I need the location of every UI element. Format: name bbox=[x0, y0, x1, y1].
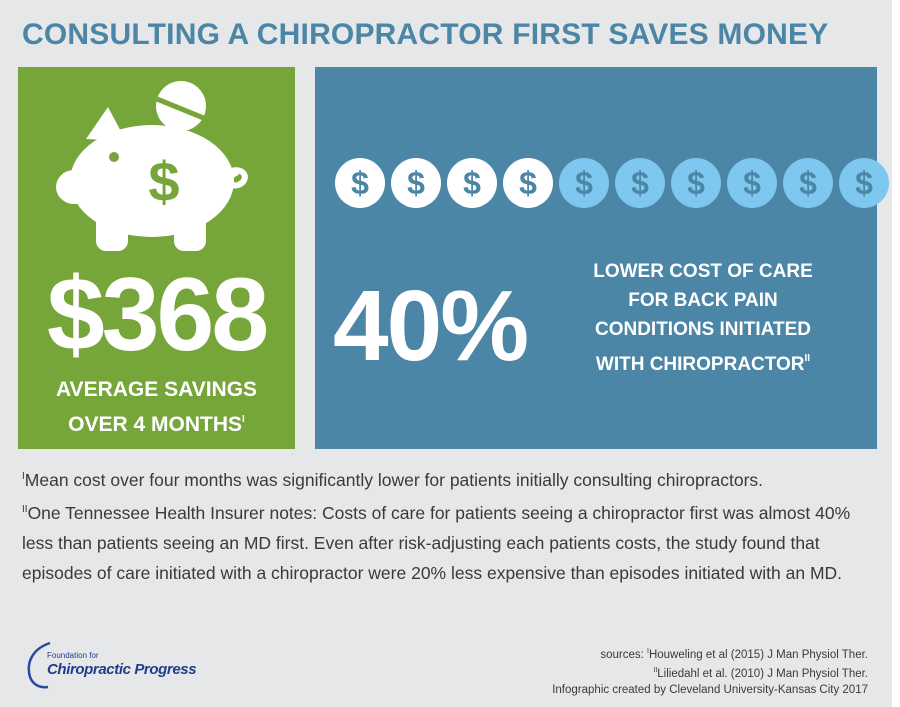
dollar-coin-icon: $ bbox=[559, 158, 609, 208]
cost-percent: 40% bbox=[333, 270, 529, 382]
logo-small-text: Foundation for bbox=[47, 651, 99, 660]
source-1: sources: IHouweling et al (2015) J Man P… bbox=[600, 648, 868, 661]
footnotes: IMean cost over four months was signific… bbox=[22, 462, 882, 588]
cost-caption-text: LOWER COST OF CARE FOR BACK PAIN CONDITI… bbox=[593, 261, 813, 375]
dollar-coin-icon: $ bbox=[783, 158, 833, 208]
savings-caption: AVERAGE SAVINGS OVER 4 MONTHSI bbox=[18, 375, 295, 440]
source-2: IILiliedahl et al. (2010) J Man Physiol … bbox=[653, 667, 868, 680]
dollar-sign-icon: $ bbox=[148, 150, 179, 213]
savings-caption-line1: AVERAGE SAVINGS bbox=[55, 378, 258, 401]
dollar-coin-icon: $ bbox=[615, 158, 665, 208]
savings-panel: $ $368 AVERAGE SAVINGS OVER 4 MONTHSI bbox=[18, 67, 295, 449]
logo: Foundation for Chiropractic Progress bbox=[24, 641, 197, 689]
dollar-coin-icon: $ bbox=[839, 158, 889, 208]
savings-caption-line2: OVER 4 MONTHSI bbox=[68, 413, 245, 436]
dollar-coin-icon: $ bbox=[727, 158, 777, 208]
piggy-bank-icon: $ bbox=[56, 81, 248, 251]
savings-amount: $368 bbox=[46, 257, 269, 373]
cost-caption: LOWER COST OF CARE FOR BACK PAIN CONDITI… bbox=[547, 257, 859, 379]
dollar-coin-icon: $ bbox=[391, 158, 441, 208]
logo-big-text: Chiropractic Progress bbox=[47, 661, 197, 678]
dollar-coin-icon: $ bbox=[671, 158, 721, 208]
dollar-coin-icon: $ bbox=[503, 158, 553, 208]
sources: sources: IHouweling et al (2015) J Man P… bbox=[448, 644, 868, 698]
dollar-coin-icon: $ bbox=[447, 158, 497, 208]
footnote-ref: I bbox=[242, 414, 245, 425]
dollar-coin-icon: $ bbox=[335, 158, 385, 208]
footnote-2: IIOne Tennessee Health Insurer notes: Co… bbox=[22, 503, 851, 583]
dollar-coins: $ $ $ $ $ $ $ $ $ $ bbox=[335, 158, 889, 208]
cost-panel: $ $ $ $ $ $ $ $ $ $ 40% LOWER COST OF CARE FOR BA… bbox=[315, 67, 889, 449]
page-edge bbox=[892, 0, 900, 707]
footnote-1: IMean cost over four months was signific… bbox=[22, 470, 764, 490]
source-credit: Infographic created by Cleveland Univers… bbox=[552, 684, 868, 696]
page-title: CONSULTING A CHIROPRACTOR FIRST SAVES MO… bbox=[22, 18, 829, 51]
swoosh-icon bbox=[27, 641, 51, 689]
footnote-ref: II bbox=[804, 353, 811, 364]
